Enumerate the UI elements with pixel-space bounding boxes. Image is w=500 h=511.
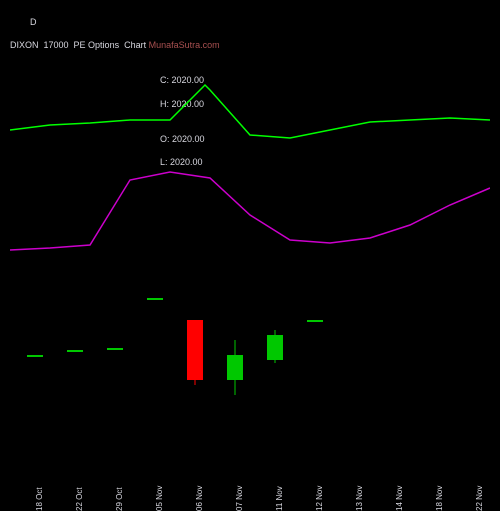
x-axis-tick-label: 22 Nov bbox=[475, 486, 484, 511]
x-axis-tick-label: 12 Nov bbox=[315, 486, 324, 511]
x-axis-tick-label: 07 Nov bbox=[235, 486, 244, 511]
candle-body bbox=[67, 350, 83, 352]
x-axis-labels: 18 Oct22 Oct29 Oct05 Nov06 Nov07 Nov11 N… bbox=[10, 445, 490, 495]
candle-body bbox=[227, 355, 243, 380]
candle-body bbox=[27, 355, 43, 357]
chart-svg bbox=[10, 30, 490, 430]
x-axis-tick-label: 18 Nov bbox=[435, 486, 444, 511]
header-prefix: D bbox=[10, 17, 37, 27]
x-axis-tick-label: 18 Oct bbox=[35, 487, 44, 511]
x-axis-tick-label: 22 Oct bbox=[75, 487, 84, 511]
candle-body bbox=[267, 335, 283, 360]
x-axis-tick-label: 29 Oct bbox=[115, 487, 124, 511]
x-axis-tick-label: 13 Nov bbox=[355, 486, 364, 511]
candle-body bbox=[187, 320, 203, 380]
candle-body bbox=[147, 298, 163, 300]
x-axis-tick-label: 14 Nov bbox=[395, 486, 404, 511]
chart-plot-area bbox=[10, 30, 490, 430]
x-axis-tick-label: 06 Nov bbox=[195, 486, 204, 511]
candle-body bbox=[307, 320, 323, 322]
candle-body bbox=[107, 348, 123, 350]
x-axis-tick-label: 11 Nov bbox=[275, 486, 284, 511]
x-axis-tick-label: 05 Nov bbox=[155, 486, 164, 511]
